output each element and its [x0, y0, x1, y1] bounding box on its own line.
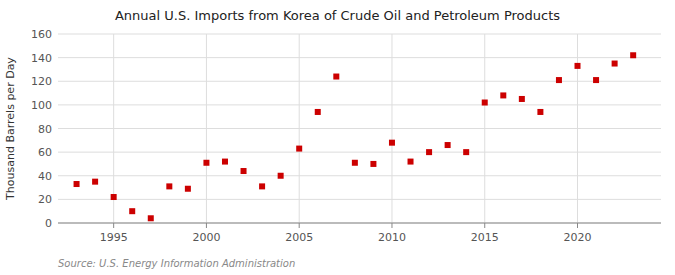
x-axis-line	[58, 223, 661, 224]
x-grid-line	[484, 34, 485, 223]
x-tick-label: 2000	[192, 231, 220, 244]
point	[519, 96, 525, 102]
point	[92, 179, 98, 185]
point	[333, 74, 339, 80]
title: Annual U.S. Imports from Korea of Crude …	[115, 8, 560, 23]
y-grid-line	[58, 199, 661, 200]
chart-container: Annual U.S. Imports from Korea of Crude …	[0, 0, 675, 275]
y-grid-line	[58, 128, 661, 129]
x-grid-line	[299, 34, 300, 223]
x-grid-line	[577, 34, 578, 223]
y-tick-label: 100	[31, 99, 52, 112]
point	[500, 92, 506, 98]
point	[129, 208, 135, 214]
y-grid-line	[58, 81, 661, 82]
point	[389, 140, 395, 146]
point	[185, 186, 191, 192]
y-grid-line	[58, 57, 661, 58]
x-tick	[391, 223, 392, 228]
y-tick-label: 160	[31, 28, 52, 41]
point	[575, 63, 581, 69]
x-tick-label: 2010	[378, 231, 406, 244]
points	[74, 52, 637, 221]
point	[408, 159, 414, 165]
x-tick	[299, 223, 300, 228]
y-grid-line	[58, 223, 661, 224]
x-grid-line	[391, 34, 392, 223]
y-tick-label: 60	[38, 146, 52, 159]
x-grid-line	[206, 34, 207, 223]
point	[203, 160, 209, 166]
x-tick-label: 1995	[100, 231, 128, 244]
y-tick-label: 120	[31, 75, 52, 88]
point	[315, 109, 321, 115]
y-grid-line	[58, 175, 661, 176]
y-grid-line	[58, 104, 661, 105]
point	[222, 159, 228, 165]
point	[370, 161, 376, 167]
x-tick	[113, 223, 114, 228]
y-tick-label: 140	[31, 52, 52, 65]
x-tick-label: 2020	[564, 231, 592, 244]
x-tick	[484, 223, 485, 228]
y-grid-line	[58, 152, 661, 153]
point	[241, 168, 247, 174]
point	[166, 183, 172, 189]
point	[556, 77, 562, 83]
y-axis-label: Thousand Barrels per Day	[4, 57, 17, 201]
point	[426, 149, 432, 155]
chart-svg: Annual U.S. Imports from Korea of Crude …	[0, 0, 675, 275]
point	[630, 52, 636, 58]
point	[593, 77, 599, 83]
x-tick-label: 2015	[471, 231, 499, 244]
point	[612, 61, 618, 67]
y-tick-label: 80	[38, 123, 52, 136]
point	[537, 109, 543, 115]
point	[352, 160, 358, 166]
point	[463, 149, 469, 155]
point	[482, 100, 488, 106]
x-tick-label: 2005	[285, 231, 313, 244]
y-tick-label: 40	[38, 170, 52, 183]
point	[296, 146, 302, 152]
point	[148, 215, 154, 221]
point	[278, 173, 284, 179]
x-tick	[577, 223, 578, 228]
point	[259, 183, 265, 189]
source-note: Source: U.S. Energy Information Administ…	[58, 258, 295, 269]
x-tick	[206, 223, 207, 228]
grid	[58, 34, 661, 223]
y-grid-line	[58, 34, 661, 35]
point	[445, 142, 451, 148]
point	[111, 194, 117, 200]
axes: 0 20 40 60 80 100 120 140 160 1995 2000 2005 2010 201…	[31, 28, 661, 244]
y-tick-label: 0	[45, 217, 52, 230]
y-tick-label: 20	[38, 193, 52, 206]
point	[74, 181, 80, 187]
